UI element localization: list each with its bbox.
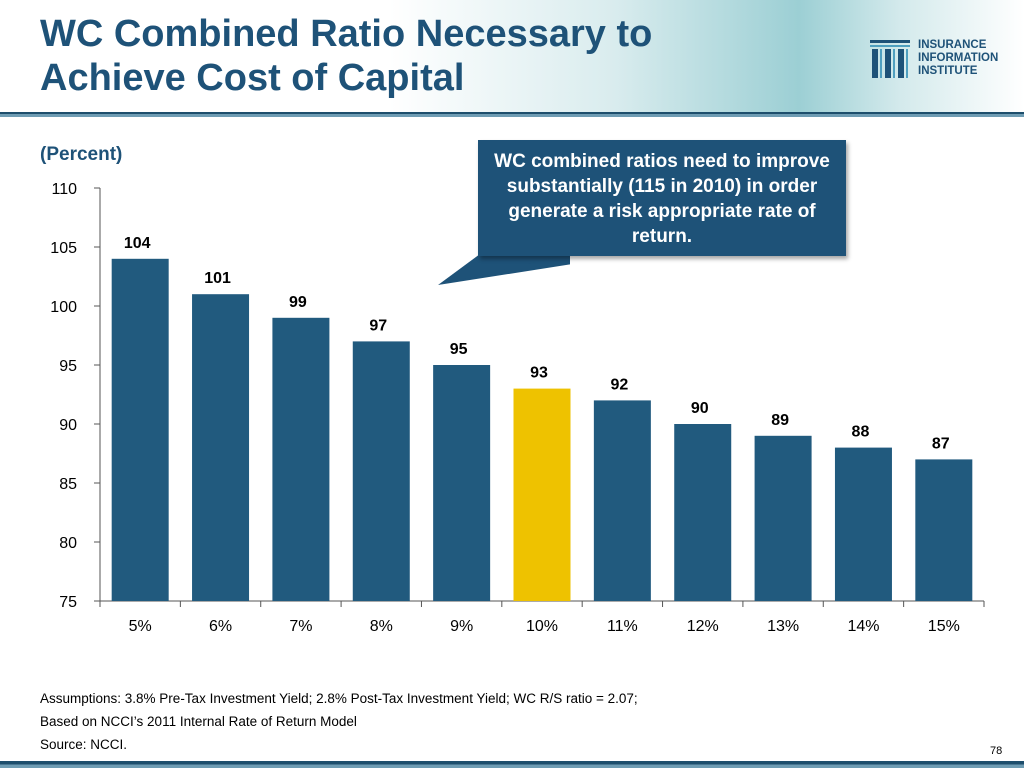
- x-tick-label: 9%: [450, 618, 473, 635]
- bar: [111, 258, 169, 601]
- logo-line-2: INFORMATION: [918, 52, 999, 64]
- x-tick-label: 15%: [928, 618, 960, 635]
- assumptions-line-1: Assumptions: 3.8% Pre-Tax Investment Yie…: [40, 691, 638, 706]
- y-tick-label: 75: [59, 594, 77, 611]
- bar: [834, 447, 892, 601]
- bar-chart: 75 80 85 90 95 100 105 110 104 5% 101 6% 99 7% 97 8% 95 9…: [50, 181, 985, 635]
- y-tick-label: 110: [51, 181, 77, 198]
- bar: [272, 317, 330, 601]
- header-rule: [0, 112, 1024, 117]
- bar-value-label: 99: [289, 294, 307, 311]
- logo-line-1: INSURANCE: [918, 39, 987, 51]
- bar-value-label: 101: [204, 270, 231, 287]
- x-tick-label: 10%: [526, 618, 558, 635]
- bar: [513, 388, 571, 601]
- x-tick-label: 5%: [129, 618, 152, 635]
- bar-value-label: 92: [610, 376, 628, 393]
- bar-value-label: 87: [932, 435, 950, 452]
- bar: [593, 400, 651, 601]
- bar-value-label: 89: [771, 412, 789, 429]
- source-note: Source: NCCI.: [40, 737, 128, 752]
- callout-pointer: [438, 254, 570, 285]
- bar: [352, 341, 410, 601]
- bar-value-label: 97: [369, 317, 387, 334]
- y-tick-label: 80: [59, 535, 77, 552]
- bottom-rule: [0, 761, 1024, 768]
- y-tick-label: 95: [59, 358, 77, 375]
- bar: [754, 435, 812, 601]
- x-tick-label: 14%: [847, 618, 879, 635]
- x-tick-label: 7%: [289, 618, 312, 635]
- bar: [433, 365, 491, 601]
- x-tick-label: 12%: [687, 618, 719, 635]
- bar-value-label: 95: [450, 341, 468, 358]
- x-tick-label: 6%: [209, 618, 232, 635]
- x-tick-label: 8%: [370, 618, 393, 635]
- bar-value-label: 104: [124, 235, 151, 252]
- bar: [674, 424, 732, 601]
- slide-title: WC Combined Ratio Necessary to Achieve C…: [40, 12, 800, 100]
- x-tick-label: 13%: [767, 618, 799, 635]
- logo-wordmark: INSURANCE INFORMATION INSTITUTE: [918, 39, 998, 78]
- bar: [192, 294, 250, 601]
- header-band: [0, 0, 1024, 112]
- callout-box: WC combined ratios need to improve subst…: [478, 140, 846, 256]
- y-tick-label: 90: [59, 417, 77, 434]
- iii-logo: INSURANCE INFORMATION INSTITUTE: [868, 38, 1018, 80]
- y-tick-label: 105: [50, 240, 77, 257]
- x-tick-label: 11%: [607, 618, 638, 635]
- page-number: 78: [990, 745, 1003, 757]
- unit-label: (Percent): [40, 144, 123, 165]
- bar-value-label: 90: [691, 400, 709, 417]
- logo-line-3: INSTITUTE: [918, 65, 978, 77]
- y-tick-label: 85: [59, 476, 77, 493]
- title-line-2: Achieve Cost of Capital: [40, 57, 465, 99]
- title-line-1: WC Combined Ratio Necessary to: [40, 13, 653, 55]
- bar: [915, 459, 973, 601]
- y-tick-label: 100: [50, 299, 77, 316]
- bar-value-label: 93: [530, 365, 548, 382]
- assumptions-line-2: Based on NCCI’s 2011 Internal Rate of Re…: [40, 714, 357, 729]
- iii-logo-mark-icon: [870, 40, 910, 78]
- bar-value-label: 88: [852, 424, 870, 441]
